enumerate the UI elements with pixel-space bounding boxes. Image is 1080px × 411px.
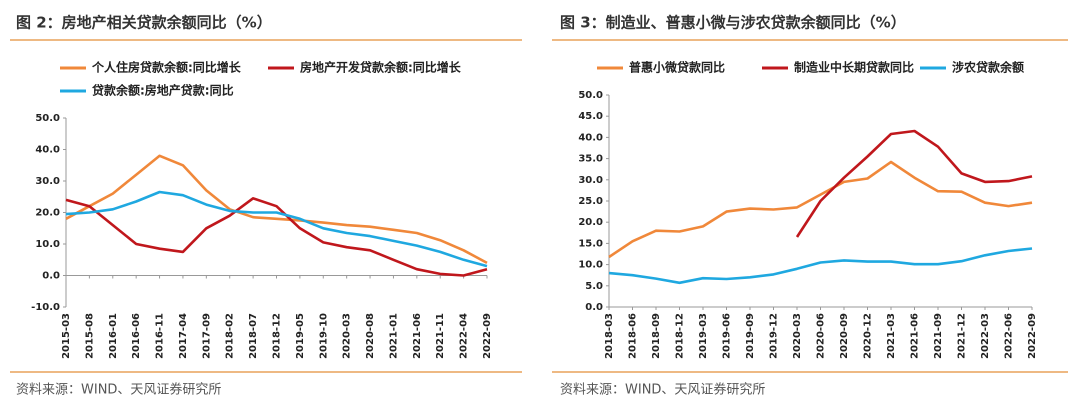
y-tick-label: 5.0: [585, 281, 603, 292]
y-tick-label: 30.0: [578, 175, 603, 186]
y-tick-label: 10.0: [578, 260, 603, 271]
legend-label: 制造业中长期贷款同比: [794, 60, 914, 75]
y-tick-label: -10.0: [31, 302, 60, 313]
legend-label: 贷款余额:房地产贷款:同比: [92, 83, 234, 98]
x-tick-label: 2022-04: [459, 313, 470, 359]
x-tick-label: 2020-03: [342, 313, 353, 359]
x-tick-label: 2017-04: [178, 313, 189, 359]
y-tick-label: 10.0: [35, 239, 60, 250]
y-tick-label: 25.0: [578, 196, 603, 207]
x-tick-label: 2020-12: [863, 313, 874, 359]
x-tick-label: 2016-01: [108, 313, 119, 359]
x-tick-label: 2015-08: [84, 313, 95, 359]
source: 资料来源：WIND、天风证券研究所: [560, 382, 765, 398]
x-tick-label: 2018-09: [651, 313, 662, 359]
x-tick-label: 2016-06: [131, 313, 142, 359]
x-tick-label: 2021-11: [435, 313, 446, 359]
x-tick-label: 2020-03: [792, 313, 803, 359]
x-tick-label: 2017-09: [201, 313, 212, 359]
x-tick-label: 2021-09: [933, 313, 944, 359]
legend-label: 个人住房贷款余额:同比增长: [91, 60, 242, 75]
x-tick-label: 2016-11: [155, 313, 166, 359]
line-series: [608, 160, 1033, 259]
y-tick-label: 15.0: [578, 238, 603, 249]
x-tick-label: 2022-06: [1004, 313, 1015, 359]
x-tick-label: 2019-03: [698, 313, 709, 359]
line-series: [65, 197, 488, 277]
x-tick-label: 2020-08: [365, 313, 376, 359]
x-tick-label: 2021-12: [957, 313, 968, 359]
y-tick-label: 50.0: [35, 113, 60, 124]
x-tick-label: 2015-03: [61, 313, 72, 359]
x-tick-label: 2022-03: [980, 313, 991, 359]
line-series: [608, 247, 1033, 285]
x-tick-label: 2019-05: [295, 313, 306, 359]
x-tick-label: 2018-03: [604, 313, 615, 359]
y-tick-label: 50.0: [578, 90, 603, 101]
legend-label: 涉农贷款余额: [952, 60, 1024, 75]
line-series: [65, 190, 488, 268]
x-tick-label: 2021-06: [910, 313, 921, 359]
x-tick-label: 2022-09: [1027, 313, 1038, 359]
y-tick-label: 45.0: [578, 111, 603, 122]
source: 资料来源：WIND、天风证券研究所: [16, 382, 221, 398]
x-tick-label: 2018-02: [225, 313, 236, 359]
x-tick-label: 2022-09: [482, 313, 493, 359]
y-tick-label: 20.0: [578, 217, 603, 228]
x-tick-label: 2019-06: [722, 313, 733, 359]
x-tick-label: 2019-10: [318, 313, 329, 359]
legend-label: 房地产开发贷款余额:同比增长: [300, 60, 462, 75]
y-tick-label: 40.0: [578, 132, 603, 143]
line-series: [795, 129, 1033, 238]
x-tick-label: 2021-06: [412, 313, 423, 359]
x-tick-label: 2018-07: [248, 313, 259, 359]
x-tick-label: 2018-12: [272, 313, 283, 359]
x-tick-label: 2018-12: [675, 313, 686, 359]
x-tick-label: 2020-06: [816, 313, 827, 359]
legend-label: 普惠小微贷款同比: [629, 60, 725, 75]
x-tick-label: 2019-09: [745, 313, 756, 359]
chart-title: 图 3：制造业、普惠小微与涉农贷款余额同比（%）: [560, 14, 906, 32]
y-tick-label: 40.0: [35, 145, 60, 156]
y-tick-label: 35.0: [578, 154, 603, 165]
x-tick-label: 2018-06: [628, 313, 639, 359]
y-tick-label: 0.0: [42, 271, 60, 282]
y-tick-label: 0.0: [585, 302, 603, 313]
chart-title: 图 2：房地产相关贷款余额同比（%）: [16, 14, 272, 32]
x-tick-label: 2019-12: [769, 313, 780, 359]
x-tick-label: 2020-09: [839, 313, 850, 359]
y-tick-label: 20.0: [35, 208, 60, 219]
x-tick-label: 2021-03: [886, 313, 897, 359]
y-tick-label: 30.0: [35, 176, 60, 187]
line-series: [65, 154, 488, 265]
x-tick-label: 2021-01: [388, 313, 399, 359]
